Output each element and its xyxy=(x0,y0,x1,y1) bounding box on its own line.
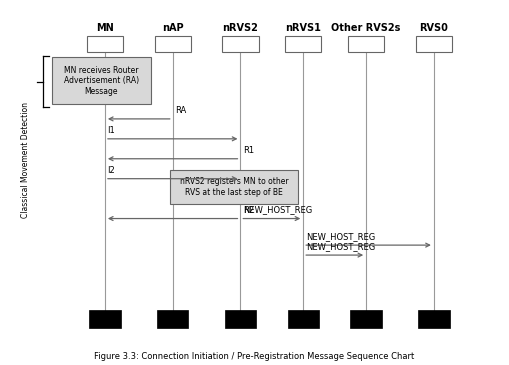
Text: RA: RA xyxy=(175,106,186,115)
Bar xyxy=(348,36,384,53)
Bar xyxy=(87,36,123,53)
Text: nRVS2: nRVS2 xyxy=(222,23,258,33)
Text: nRVS2 registers MN to other
RVS at the last step of BE: nRVS2 registers MN to other RVS at the l… xyxy=(180,177,289,197)
Bar xyxy=(288,310,319,328)
Text: RVS0: RVS0 xyxy=(419,23,448,33)
Text: MN receives Router
Advertisement (RA)
Message: MN receives Router Advertisement (RA) Me… xyxy=(64,66,139,96)
Text: MN: MN xyxy=(96,23,114,33)
Bar xyxy=(350,310,382,328)
Bar xyxy=(416,36,452,53)
Text: NEW_HOST_REG: NEW_HOST_REG xyxy=(305,232,375,241)
Text: Classical Movement Detection: Classical Movement Detection xyxy=(21,103,30,218)
Bar xyxy=(224,310,256,328)
Bar xyxy=(89,310,121,328)
Text: NEW_HOST_REG: NEW_HOST_REG xyxy=(305,242,375,251)
Text: Other RVS2s: Other RVS2s xyxy=(331,23,401,33)
Bar xyxy=(157,310,188,328)
Text: R1: R1 xyxy=(243,146,254,155)
Bar xyxy=(418,310,449,328)
Text: Figure 3.3: Connection Initiation / Pre-Registration Message Sequence Chart: Figure 3.3: Connection Initiation / Pre-… xyxy=(94,352,415,361)
Bar xyxy=(222,36,259,53)
Bar xyxy=(285,36,321,53)
Text: NEW_HOST_REG: NEW_HOST_REG xyxy=(243,205,312,215)
Text: nRVS1: nRVS1 xyxy=(286,23,321,33)
Text: R2: R2 xyxy=(243,205,254,215)
Text: I1: I1 xyxy=(107,126,115,135)
Text: I2: I2 xyxy=(107,166,115,175)
Bar xyxy=(52,57,151,104)
Bar xyxy=(155,36,191,53)
Text: nAP: nAP xyxy=(162,23,183,33)
Bar xyxy=(170,170,298,204)
